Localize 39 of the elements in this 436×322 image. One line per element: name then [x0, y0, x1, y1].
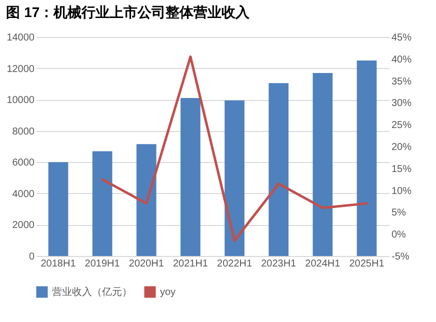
bar [356, 60, 377, 256]
y-tick-label: 8000 [12, 126, 35, 138]
y2-tick-label: -5% [392, 252, 410, 262]
bar [312, 72, 333, 256]
y2-tick-label: 35% [392, 76, 412, 88]
y-tick-label: 14000 [6, 32, 35, 44]
x-tick-label: 2021H1 [172, 258, 208, 270]
x-tick-label: 2025H1 [349, 258, 385, 270]
y2-tick-label: 15% [392, 164, 412, 175]
legend-label: yoy [160, 287, 176, 298]
legend-label: 营业收入（亿元） [52, 286, 132, 298]
y2-tick-label: 20% [392, 142, 412, 153]
x-tick-label: 2023H1 [261, 258, 297, 270]
x-tick-label: 2020H1 [128, 258, 164, 270]
y-tick-label: 2000 [12, 220, 35, 232]
bar [136, 144, 156, 256]
bar [48, 162, 68, 256]
bar [224, 100, 244, 256]
x-tick-label: 2018H1 [40, 258, 76, 270]
y2-tick-label: 25% [392, 120, 412, 132]
y2-tick-label: 0% [392, 230, 406, 241]
y2-tick-label: 10% [392, 186, 412, 197]
y2-tick-label: 5% [392, 208, 406, 219]
y-tick-label: 0 [28, 252, 35, 262]
y-tick-label: 12000 [6, 64, 35, 75]
bar [92, 151, 112, 256]
y2-tick-label: 30% [392, 98, 412, 110]
chart-title: 图 17：机械行业上市公司整体营业收入 [6, 4, 251, 20]
x-tick-label: 2022H1 [217, 258, 252, 270]
x-tick-label: 2019H1 [84, 258, 120, 270]
y-tick-label: 6000 [12, 158, 35, 169]
bar [180, 98, 200, 256]
y2-tick-label: 40% [392, 54, 412, 66]
y-tick-label: 4000 [12, 188, 35, 200]
y2-tick-label: 45% [392, 32, 412, 44]
y-tick-label: 10000 [6, 95, 35, 106]
x-tick-label: 2024H1 [305, 258, 341, 270]
bar [268, 83, 289, 256]
line-series [101, 55, 368, 242]
